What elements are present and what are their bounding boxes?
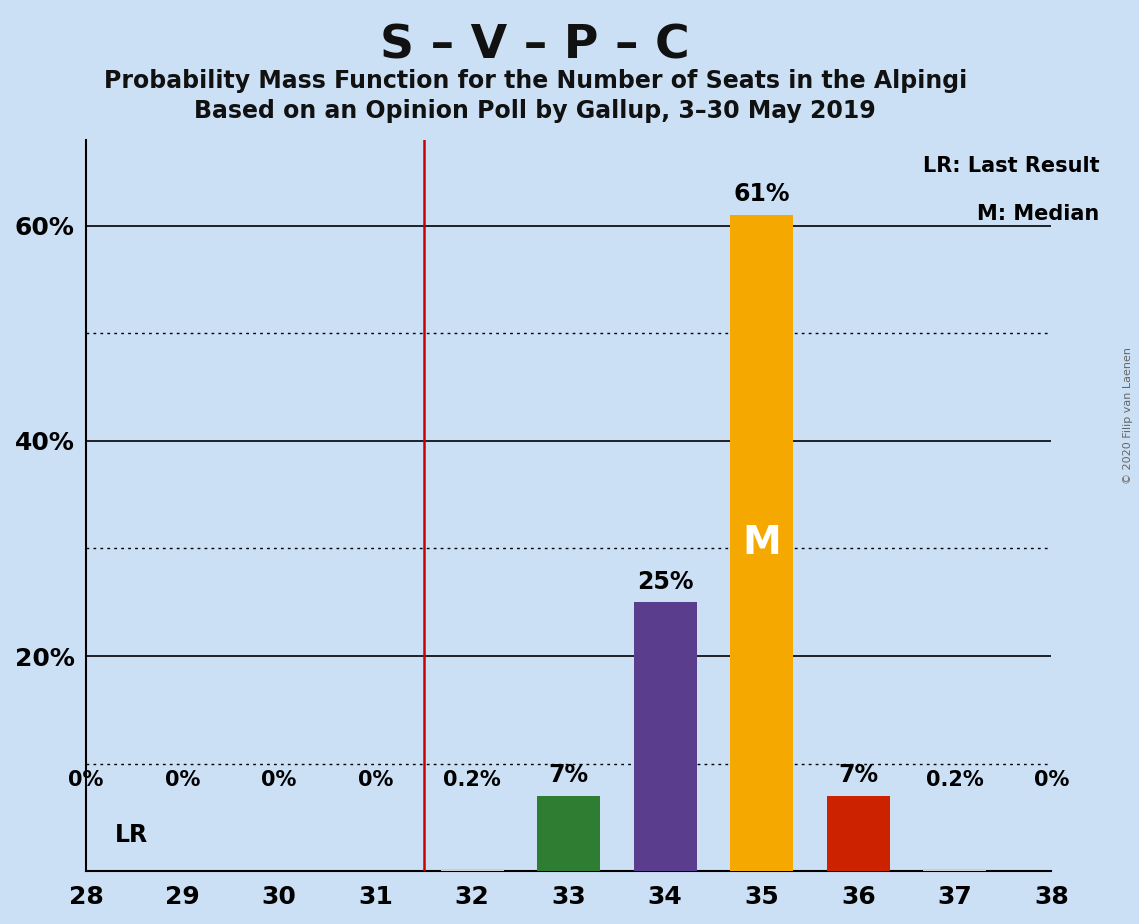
Text: 0%: 0% [358, 771, 393, 790]
Bar [441, 869, 503, 871]
Text: 7%: 7% [549, 763, 589, 787]
Text: 0%: 0% [165, 771, 200, 790]
Text: © 2020 Filip van Laenen: © 2020 Filip van Laenen [1123, 347, 1133, 484]
Text: M: M [743, 524, 781, 562]
Bar [827, 796, 890, 871]
Bar [633, 602, 697, 871]
Text: 0.2%: 0.2% [443, 771, 501, 790]
Text: 0.2%: 0.2% [926, 771, 984, 790]
Text: S – V – P – C: S – V – P – C [380, 23, 690, 68]
Text: 0%: 0% [68, 771, 104, 790]
Text: 0%: 0% [1034, 771, 1070, 790]
Text: 0%: 0% [261, 771, 297, 790]
Text: LR: LR [115, 822, 148, 846]
Bar [924, 869, 986, 871]
Bar [730, 215, 793, 871]
Bar [538, 796, 600, 871]
Text: 25%: 25% [637, 569, 694, 593]
Text: 61%: 61% [734, 182, 790, 206]
Text: M: Median: M: Median [977, 204, 1099, 225]
Text: Probability Mass Function for the Number of Seats in the Alpingi: Probability Mass Function for the Number… [104, 69, 967, 93]
Text: Based on an Opinion Poll by Gallup, 3–30 May 2019: Based on an Opinion Poll by Gallup, 3–30… [195, 99, 876, 123]
Text: 7%: 7% [838, 763, 878, 787]
Text: LR: Last Result: LR: Last Result [923, 156, 1099, 176]
